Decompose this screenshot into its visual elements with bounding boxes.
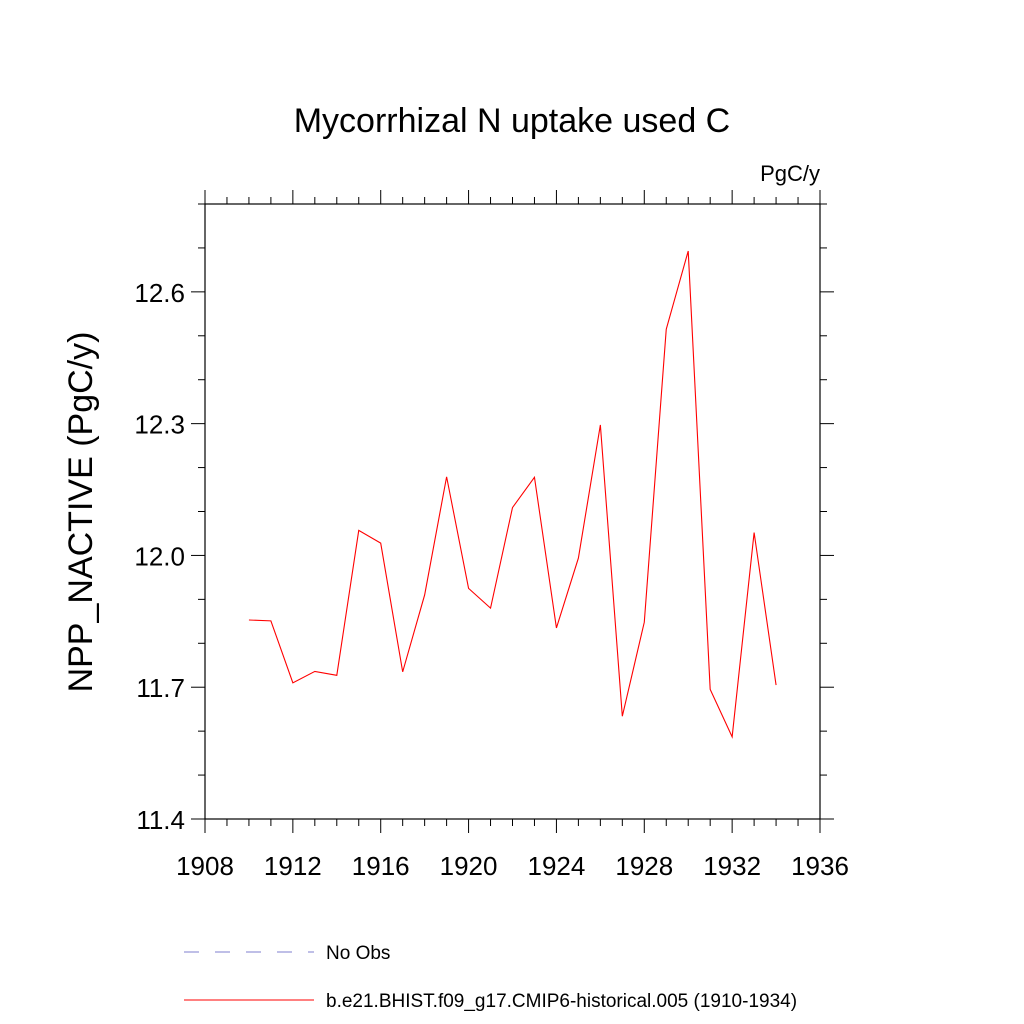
legend: No Obs b.e21.BHIST.f09_g17.CMIP6-historic… — [184, 943, 797, 1012]
y-tick-label: 11.4 — [136, 805, 185, 835]
series-line — [248, 250, 777, 739]
chart-title: Mycorrhizal N uptake used C — [294, 102, 731, 140]
legend-label: No Obs — [326, 943, 390, 964]
y-axis-label: NPP_NACTIVE (PgC/y) — [62, 332, 100, 693]
x-tick-label: 1916 — [352, 851, 410, 881]
axis-ticks — [191, 190, 834, 833]
units-label: PgC/y — [760, 161, 820, 186]
x-tick-label: 1932 — [703, 851, 761, 881]
x-tick-label: 1928 — [615, 851, 673, 881]
x-tick-label: 1924 — [528, 851, 586, 881]
x-tick-label: 1936 — [791, 851, 849, 881]
y-tick-label: 11.7 — [136, 673, 185, 703]
y-tick-label: 12.3 — [134, 410, 185, 440]
series-layer — [248, 250, 777, 739]
x-tick-label: 1908 — [176, 851, 234, 881]
x-tick-label: 1912 — [264, 851, 322, 881]
y-tick-label: 12.0 — [134, 541, 185, 571]
legend-label: b.e21.BHIST.f09_g17.CMIP6-historical.005… — [326, 991, 797, 1012]
tick-labels: 1908 1912 1916 1920 1924 1928 1932 1936 11.4 11.7… — [134, 278, 849, 881]
x-tick-label: 1920 — [440, 851, 498, 881]
y-tick-label: 12.6 — [134, 278, 185, 308]
